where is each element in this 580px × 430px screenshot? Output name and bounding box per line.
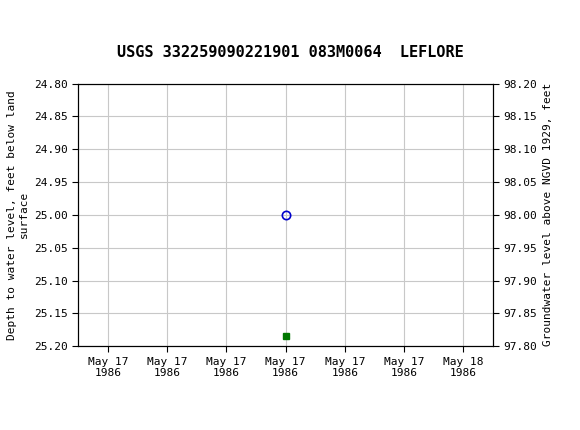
Text: USGS 332259090221901 083M0064  LEFLORE: USGS 332259090221901 083M0064 LEFLORE bbox=[117, 45, 463, 60]
Text: ≡USGS: ≡USGS bbox=[9, 9, 55, 24]
Y-axis label: Groundwater level above NGVD 1929, feet: Groundwater level above NGVD 1929, feet bbox=[543, 83, 553, 347]
Y-axis label: Depth to water level, feet below land
surface: Depth to water level, feet below land su… bbox=[7, 90, 28, 340]
